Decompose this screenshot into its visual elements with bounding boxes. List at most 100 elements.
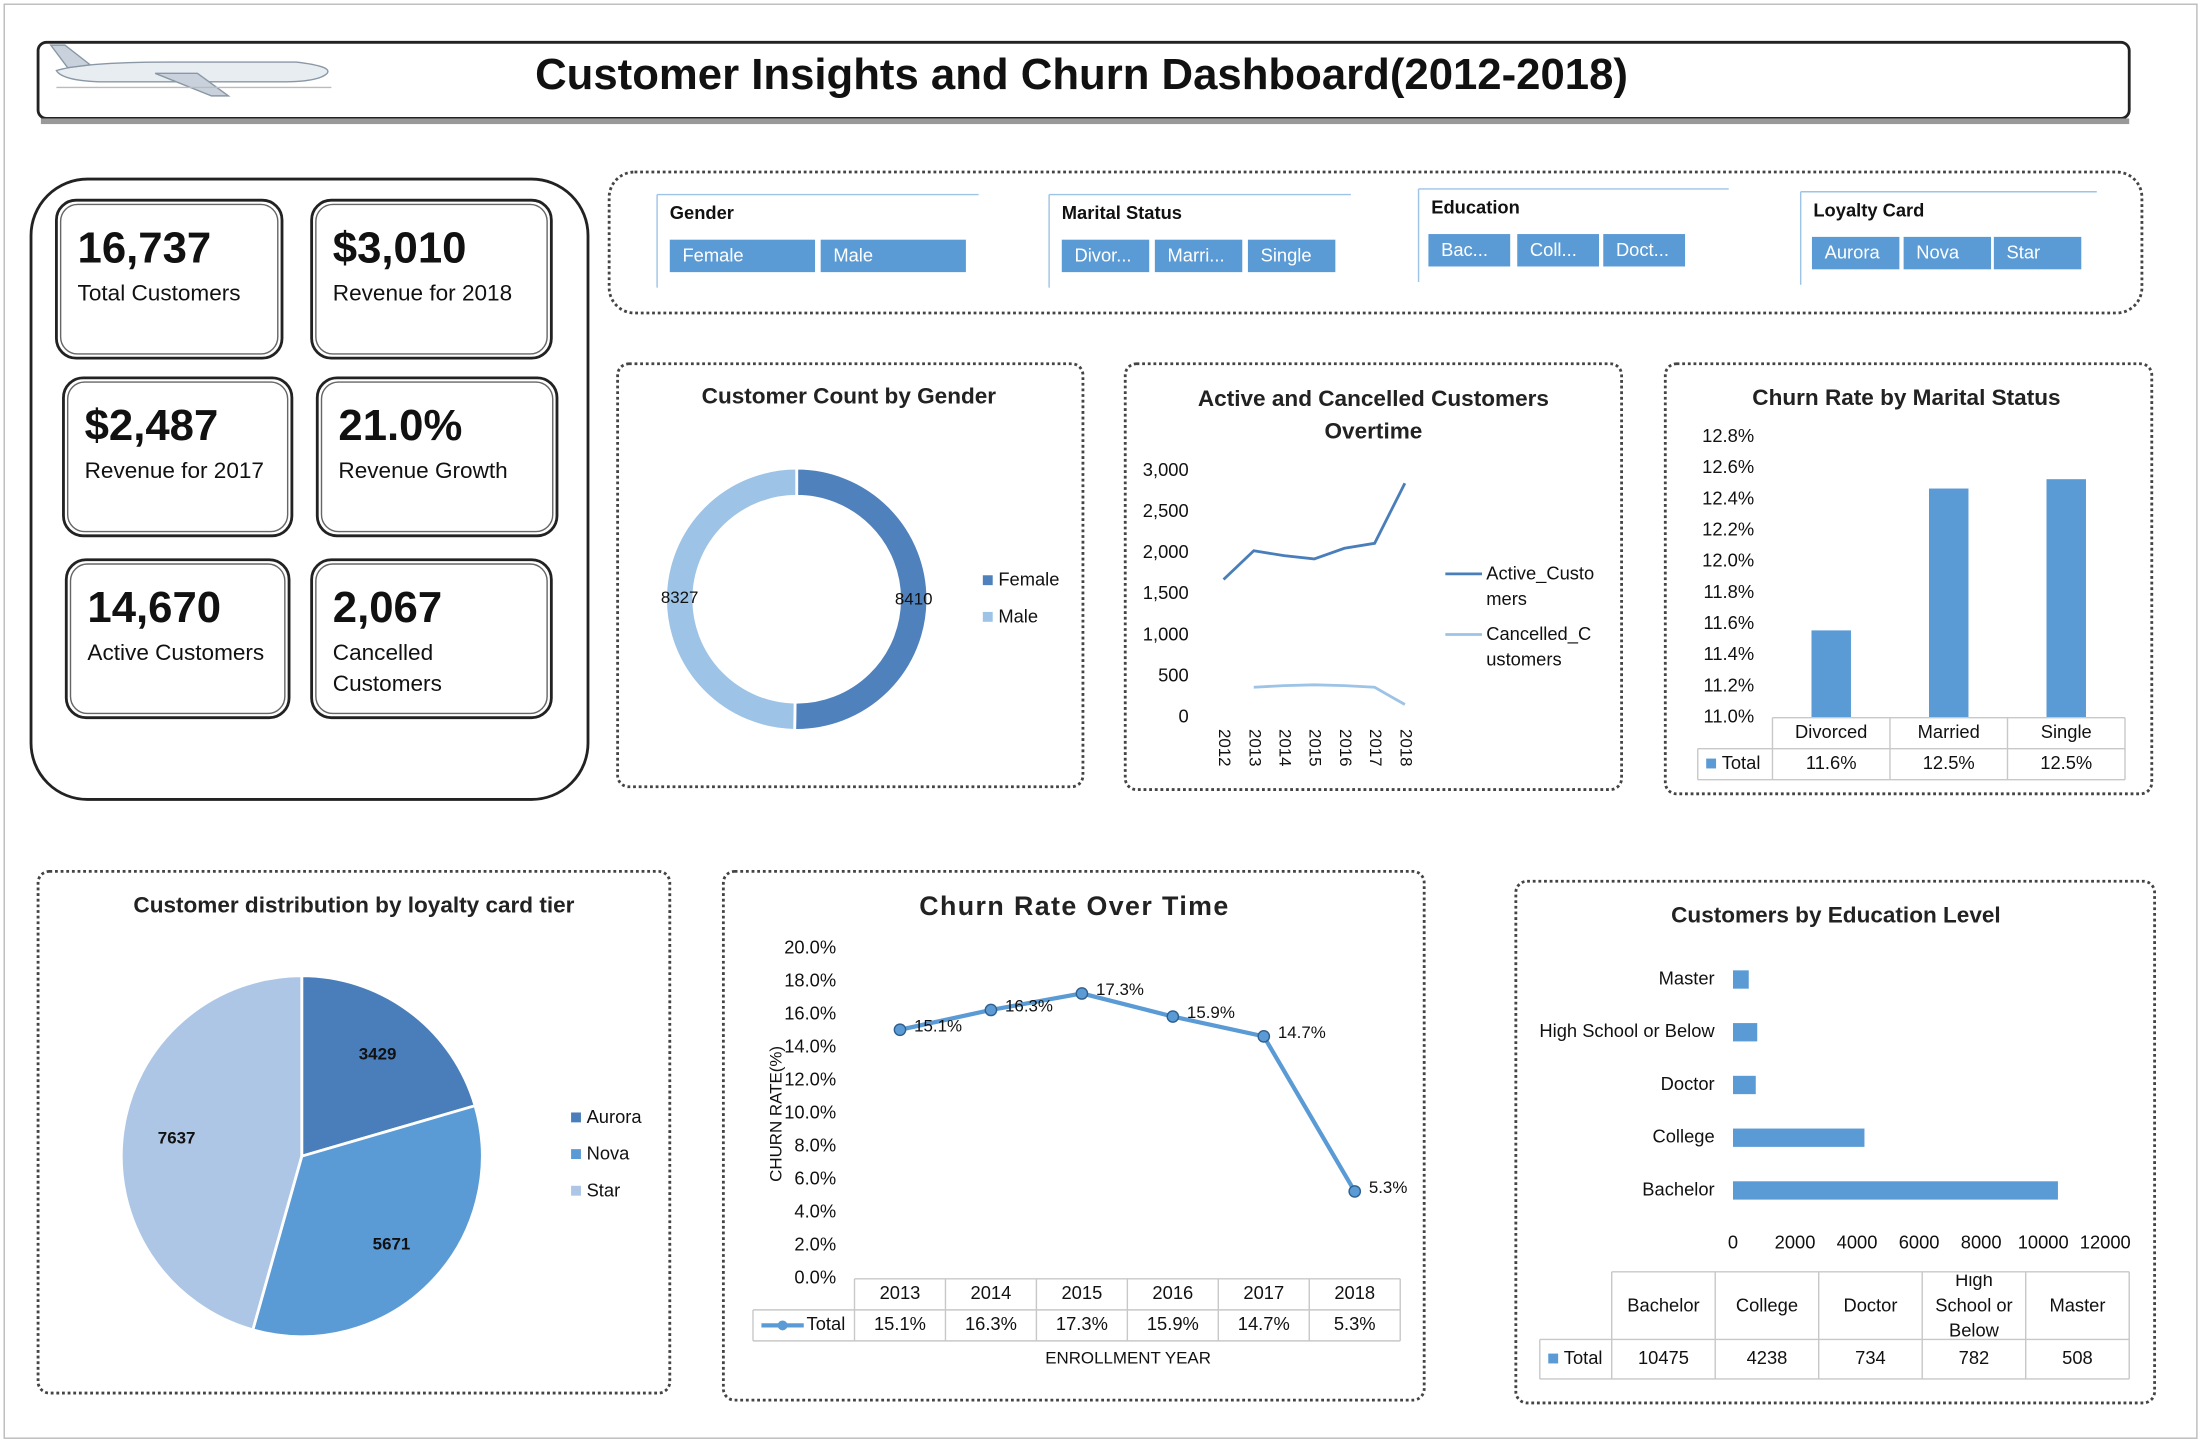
legend-label-box: Cancelled_Customers bbox=[1486, 623, 1592, 670]
chart-panel bbox=[1663, 362, 2154, 796]
table-header: Doctor bbox=[1843, 1294, 1898, 1316]
line-marker bbox=[1257, 1030, 1271, 1043]
kpi-value: 16,737 bbox=[78, 224, 212, 273]
slicer-button[interactable] bbox=[1154, 239, 1243, 273]
y-tick-label: 0.0% bbox=[794, 1267, 836, 1288]
y-tick-label: 11.2% bbox=[1704, 674, 1755, 695]
kpi-card bbox=[64, 558, 291, 720]
legend-label: Star bbox=[587, 1179, 621, 1200]
chart-title: Active and Cancelled Customers Overtime bbox=[1197, 387, 1549, 445]
legend-swatch bbox=[571, 1185, 581, 1196]
table-header-box: Bachelor bbox=[1627, 1294, 1700, 1316]
slicer-button[interactable] bbox=[1993, 236, 2082, 270]
line-marker bbox=[893, 1023, 907, 1037]
kpi-value: 14,670 bbox=[87, 583, 221, 632]
x-axis-title: ENROLLMENT YEAR bbox=[1045, 1349, 1211, 1368]
y-tick-label: Doctor bbox=[1661, 1073, 1715, 1094]
slice bbox=[300, 974, 477, 1159]
y-axis-title: CHURN RATE(%) bbox=[766, 1046, 785, 1182]
airplane-icon bbox=[49, 44, 332, 97]
slicer-button[interactable] bbox=[1811, 236, 1900, 270]
y-tick-label: High School or Below bbox=[1539, 1020, 1715, 1041]
bar bbox=[2046, 479, 2086, 718]
kpi-label-box: Total Customers bbox=[78, 282, 241, 306]
y-tick-label: 6.0% bbox=[794, 1168, 836, 1189]
table-value: 12.5% bbox=[2040, 752, 2092, 773]
table-header: 2014 bbox=[971, 1282, 1012, 1303]
slicer-button[interactable] bbox=[1247, 239, 1336, 273]
table-value: 508 bbox=[2062, 1347, 2093, 1368]
chart-panel bbox=[1123, 362, 1624, 791]
legend-label: Nova bbox=[587, 1143, 631, 1164]
kpi-label: Revenue for 2017 bbox=[84, 459, 264, 484]
table-header: 2013 bbox=[880, 1282, 921, 1303]
y-tick-label: 11.4% bbox=[1704, 643, 1755, 664]
legend-label: Cancelled_Customers bbox=[1486, 623, 1592, 670]
line-marker bbox=[984, 1003, 998, 1017]
legend-label: Total bbox=[1722, 752, 1761, 773]
y-tick-label: 8.0% bbox=[794, 1135, 836, 1156]
slicer-button[interactable] bbox=[1903, 236, 1992, 270]
series-line bbox=[1253, 683, 1406, 706]
y-tick-label: 11.6% bbox=[1704, 612, 1755, 633]
page-border bbox=[3, 3, 2198, 1439]
legend-label: Active_Customers bbox=[1486, 562, 1595, 610]
kpi-value: 2,067 bbox=[333, 583, 442, 632]
slicer-button[interactable] bbox=[1517, 234, 1600, 267]
kpi-card bbox=[62, 376, 294, 538]
y-tick-label: 14.0% bbox=[784, 1036, 836, 1057]
table-header-box: Doctor bbox=[1843, 1294, 1898, 1316]
y-tick-label: 12.8% bbox=[1702, 425, 1754, 446]
kpi-card-inner bbox=[315, 203, 548, 355]
data-label: 15.1% bbox=[914, 1016, 962, 1035]
table-value: 10475 bbox=[1638, 1347, 1689, 1368]
legend-swatch bbox=[982, 611, 993, 622]
slicer-title: Education bbox=[1431, 197, 1520, 218]
x-tick-label: 0 bbox=[1728, 1231, 1738, 1252]
slice bbox=[793, 466, 930, 732]
kpi-card-inner bbox=[320, 381, 554, 533]
table-header: 2016 bbox=[1152, 1282, 1193, 1303]
legend-swatch bbox=[1548, 1353, 1559, 1364]
legend-marker bbox=[777, 1320, 788, 1331]
table-header: Bachelor bbox=[1627, 1294, 1700, 1316]
table-value: 14.7% bbox=[1238, 1313, 1290, 1334]
y-tick-label: 2,000 bbox=[1143, 541, 1189, 562]
data-label: 5671 bbox=[373, 1235, 411, 1254]
title-shadow bbox=[40, 118, 2130, 125]
chart-title: Churn Rate Over Time bbox=[919, 891, 1229, 921]
slicer-item: Coll... bbox=[1530, 239, 1577, 260]
kpi-label: Cancelled Customers bbox=[332, 641, 442, 697]
bar bbox=[1732, 1181, 2058, 1200]
kpi-label-box: Revenue for 2017 bbox=[84, 459, 264, 484]
y-tick-label: 1,000 bbox=[1143, 623, 1189, 644]
y-tick-label: 12.4% bbox=[1702, 487, 1754, 508]
kpi-label-box: Revenue for 2018 bbox=[333, 282, 512, 306]
slicer-button[interactable] bbox=[1061, 239, 1150, 273]
table-header: Divorced bbox=[1795, 721, 1867, 742]
slicer-item: Divor... bbox=[1074, 244, 1131, 265]
x-tick-label: 8000 bbox=[1961, 1231, 2002, 1252]
legend-label: Aurora bbox=[587, 1106, 643, 1127]
slicer-item: Aurora bbox=[1825, 242, 1881, 263]
slicer-button[interactable] bbox=[1428, 234, 1511, 267]
slicer-button[interactable] bbox=[1603, 234, 1686, 267]
data-label: 16.3% bbox=[1005, 997, 1053, 1016]
y-tick-label: Master bbox=[1659, 967, 1715, 988]
table-header: Master bbox=[2049, 1294, 2106, 1316]
slicer-button[interactable] bbox=[669, 239, 816, 273]
table-header-box: College bbox=[1736, 1294, 1798, 1315]
kpi-label-box: Revenue Growth bbox=[338, 459, 508, 484]
kpi-value: $3,010 bbox=[333, 224, 467, 273]
slicer-button[interactable] bbox=[820, 239, 966, 273]
chart-panel bbox=[721, 869, 1426, 1402]
series-line bbox=[899, 991, 1357, 1193]
dashboard-title: Customer Insights and Churn Dashboard(20… bbox=[535, 50, 1628, 99]
y-tick-label: 11.0% bbox=[1704, 706, 1755, 727]
kpi-label-box: Cancelled Customers bbox=[332, 641, 442, 697]
legend-swatch bbox=[571, 1149, 581, 1160]
kpi-label: Revenue Growth bbox=[338, 459, 508, 484]
slicer-item: Bac... bbox=[1441, 239, 1488, 260]
chart-title: Churn Rate by Marital Status bbox=[1752, 385, 2060, 410]
